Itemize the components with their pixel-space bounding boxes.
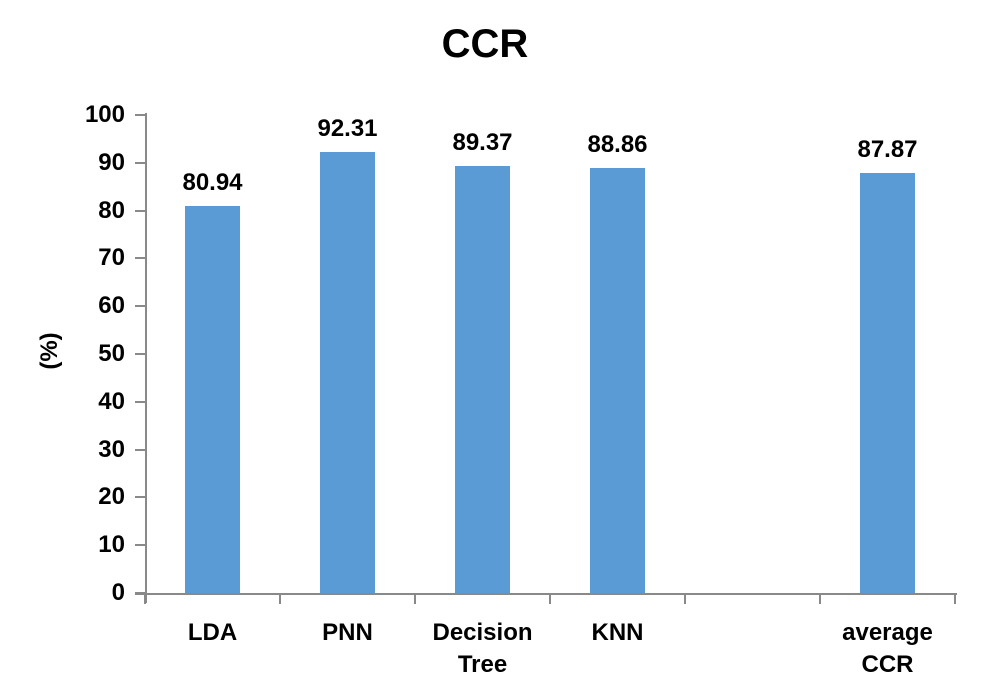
- y-axis-tick: [135, 448, 145, 451]
- x-category-label: PNN: [322, 619, 373, 646]
- y-tick-label: 20: [98, 483, 125, 511]
- bar-pnn: [320, 151, 375, 593]
- bar-knn: [590, 168, 645, 593]
- y-tick-label: 100: [84, 101, 125, 128]
- y-axis-tick: [135, 496, 145, 499]
- bar-value-label: 89.37: [452, 128, 513, 156]
- bar-value-label: 92.31: [317, 114, 378, 142]
- y-tick-label: 70: [98, 244, 125, 272]
- y-tick-label: 60: [98, 292, 125, 320]
- y-axis-tick: [135, 544, 145, 547]
- y-axis-tick: [135, 305, 145, 308]
- y-axis-line: [145, 113, 147, 603]
- bar-average-ccr: [860, 172, 915, 593]
- x-category-label: LDA: [187, 619, 238, 646]
- bar-decision-tree: [455, 165, 510, 593]
- y-axis-tick: [135, 114, 145, 116]
- x-axis-tick: [549, 593, 551, 604]
- bar-value-label: 88.86: [587, 131, 648, 159]
- x-axis-tick: [819, 593, 821, 604]
- y-axis-tick: [135, 353, 145, 355]
- x-axis-tick: [684, 593, 686, 604]
- x-axis-line: [135, 593, 957, 595]
- x-category-label: KNN: [591, 619, 644, 646]
- y-tick-label: 10: [98, 531, 125, 559]
- y-tick-label: 50: [98, 340, 125, 367]
- y-axis-tick: [135, 161, 145, 164]
- bar-value-label: 87.87: [857, 135, 918, 163]
- x-axis-tick: [279, 593, 281, 604]
- y-axis-tick: [135, 592, 145, 594]
- y-tick-label: 40: [98, 387, 125, 415]
- y-tick-label: 30: [98, 435, 125, 463]
- x-axis-tick: [144, 593, 146, 604]
- y-axis-tick: [135, 209, 145, 212]
- y-axis-tick: [135, 257, 145, 260]
- x-axis-tick: [954, 593, 956, 604]
- chart-title: CCR: [441, 22, 529, 66]
- x-axis-tick: [414, 593, 416, 604]
- bar-value-label: 80.94: [182, 169, 243, 197]
- x-category-label: average CCR: [842, 619, 933, 673]
- y-tick-label: 80: [98, 196, 125, 224]
- x-category-label: Decision Tree: [432, 619, 533, 673]
- y-axis-tick: [135, 400, 145, 403]
- y-tick-label: 0: [111, 579, 125, 606]
- y-tick-label: 90: [98, 148, 125, 176]
- bar-lda: [185, 206, 240, 593]
